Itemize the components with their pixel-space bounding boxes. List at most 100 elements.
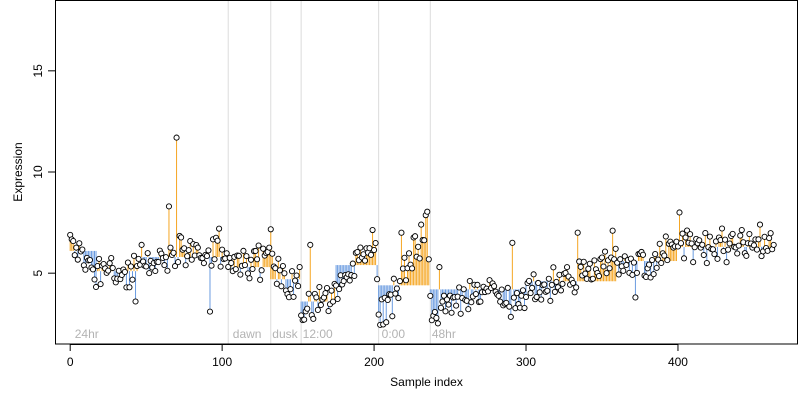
data-point — [395, 295, 402, 302]
data-point — [130, 252, 138, 259]
data-point — [609, 227, 616, 234]
data-point — [573, 284, 580, 291]
data-point — [627, 255, 634, 262]
data-point — [722, 236, 729, 243]
data-point — [448, 309, 455, 316]
data-point — [550, 264, 557, 271]
data-point — [706, 233, 713, 240]
data-point — [440, 292, 448, 299]
data-point — [96, 255, 103, 262]
data-point — [384, 296, 391, 303]
data-point — [269, 250, 276, 257]
data-point — [323, 284, 331, 292]
data-point — [601, 248, 609, 255]
data-point — [676, 209, 683, 216]
deviation-segments — [69, 137, 775, 325]
data-point — [743, 252, 750, 259]
data-point — [513, 290, 520, 297]
data-point — [266, 244, 273, 251]
data-point — [178, 234, 185, 241]
data-point — [92, 283, 100, 291]
data-point — [295, 283, 302, 290]
data-point — [184, 253, 191, 260]
data-point — [617, 256, 624, 263]
data-point — [767, 230, 774, 237]
data-point — [491, 283, 498, 290]
data-point — [436, 264, 443, 271]
data-point — [267, 226, 274, 233]
data-point — [108, 255, 115, 262]
data-point — [544, 287, 551, 294]
data-point — [416, 255, 423, 262]
data-point — [217, 263, 224, 270]
data-point — [437, 304, 444, 311]
x-axis-title: Sample index — [390, 375, 463, 389]
data-point — [374, 276, 381, 283]
data-point — [165, 203, 173, 210]
data-point — [598, 254, 606, 261]
data-point — [126, 284, 133, 291]
data-point — [372, 240, 379, 247]
data-point — [167, 244, 174, 251]
data-point — [750, 242, 757, 249]
data-point — [466, 277, 473, 285]
phase-label: 48hr — [432, 327, 456, 341]
data-point — [276, 267, 283, 274]
phase-label: 24hr — [75, 327, 99, 341]
data-point — [401, 254, 408, 261]
data-point — [249, 265, 256, 273]
data-point — [677, 240, 685, 247]
data-point — [188, 256, 195, 263]
data-point — [203, 252, 210, 260]
data-point — [595, 273, 603, 280]
data-point — [729, 230, 736, 237]
data-point — [766, 235, 773, 242]
data-point — [570, 279, 577, 287]
data-point — [328, 287, 335, 294]
data-point — [206, 308, 214, 315]
x-tick-label: 400 — [668, 355, 688, 369]
data-point — [146, 270, 153, 277]
data-point — [254, 256, 261, 263]
data-point — [530, 271, 537, 278]
x-tick-label: 0 — [67, 355, 74, 369]
data-point — [453, 302, 460, 309]
x-tick-label: 200 — [364, 355, 384, 369]
data-point — [405, 250, 413, 257]
data-point — [97, 281, 104, 288]
data-point — [301, 316, 308, 323]
data-point — [144, 250, 151, 257]
data-point — [135, 255, 142, 262]
data-point — [105, 267, 112, 274]
data-point — [208, 262, 215, 269]
data-point — [690, 259, 697, 266]
data-point — [293, 272, 300, 279]
data-point — [398, 229, 405, 236]
data-point — [173, 134, 180, 141]
data-point — [522, 293, 530, 301]
data-point — [316, 283, 323, 291]
data-point — [472, 290, 479, 298]
data-point — [424, 208, 431, 215]
data-point — [703, 260, 710, 267]
data-point — [244, 270, 252, 277]
data-point — [171, 263, 179, 270]
data-point — [586, 260, 593, 267]
data-point — [143, 263, 150, 270]
phase-label: 12:00 — [303, 327, 333, 341]
data-point — [292, 277, 299, 284]
data-point — [650, 271, 657, 278]
data-point — [723, 259, 730, 266]
data-point — [317, 301, 324, 309]
data-point — [409, 265, 416, 272]
data-point — [260, 245, 267, 252]
data-point — [477, 298, 484, 305]
data-point — [121, 268, 128, 275]
data-point — [536, 289, 543, 296]
data-point — [322, 290, 329, 297]
data-point — [734, 250, 741, 257]
data-point — [495, 292, 502, 299]
data-point — [241, 262, 248, 269]
